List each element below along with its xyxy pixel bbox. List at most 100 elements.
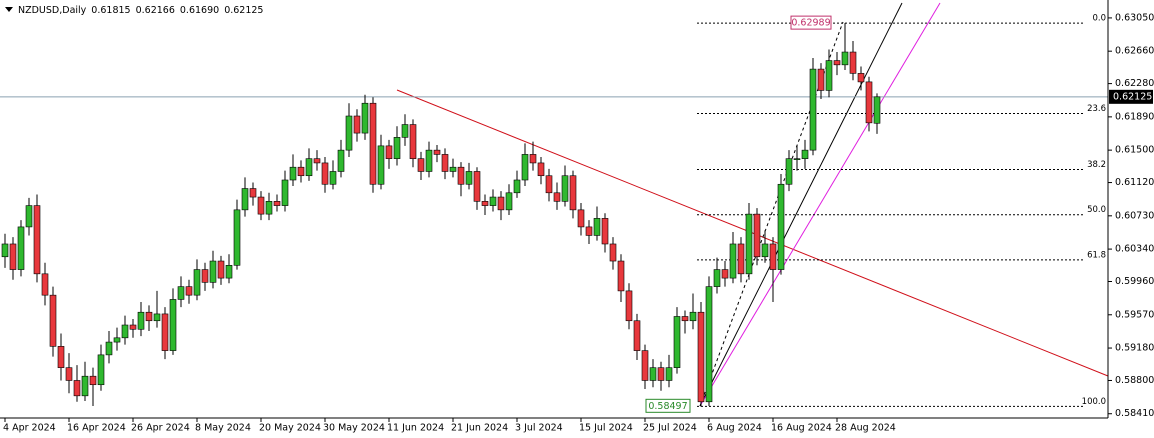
candle-body xyxy=(233,209,241,266)
candle-body xyxy=(177,286,185,300)
x-tick-label: 28 Aug 2024 xyxy=(835,423,896,434)
candle-body xyxy=(625,290,633,322)
candle-body xyxy=(209,260,217,283)
candle-body xyxy=(865,81,873,124)
candle-body xyxy=(713,269,721,287)
candle-body xyxy=(825,60,833,91)
candle-body xyxy=(385,145,393,159)
candle-body xyxy=(57,346,65,368)
candle-body xyxy=(609,243,617,262)
candle-body xyxy=(113,337,121,343)
candle-body xyxy=(753,213,761,258)
candle-body xyxy=(41,273,49,296)
candle-body xyxy=(25,205,33,228)
candle-body xyxy=(817,68,825,91)
candle-body xyxy=(281,179,289,206)
candle-body xyxy=(241,188,249,211)
candle-body xyxy=(153,313,161,322)
candle-body xyxy=(217,260,225,279)
current-price-box xyxy=(1109,89,1153,104)
menu-arrow[interactable] xyxy=(5,7,13,12)
candle-body xyxy=(425,149,433,172)
candle-body xyxy=(729,243,737,279)
candle-body xyxy=(9,243,17,270)
candle-body xyxy=(161,313,169,351)
x-tick-label: 11 Jun 2024 xyxy=(387,423,444,434)
fib-label: 0.0 xyxy=(1092,14,1106,24)
price-box xyxy=(790,15,832,30)
x-tick-label: 16 Aug 2024 xyxy=(771,423,832,434)
x-tick-label: 30 May 2024 xyxy=(323,423,385,434)
candle-body xyxy=(521,154,529,181)
candle-body xyxy=(273,201,281,206)
candle-body xyxy=(361,102,369,134)
candle-body xyxy=(649,367,657,381)
candle-body xyxy=(265,201,273,215)
x-tick-label: 3 Jul 2024 xyxy=(515,423,563,434)
x-tick-label: 21 Jun 2024 xyxy=(451,423,508,434)
y-tick-label: 0.62660 xyxy=(1115,46,1154,57)
trend-line xyxy=(699,2,903,407)
candle-body xyxy=(545,175,553,194)
trend-line xyxy=(699,2,941,407)
candle-body xyxy=(1,243,9,258)
candle-body xyxy=(529,154,537,164)
trend-line xyxy=(396,89,1109,377)
candle-body xyxy=(297,166,305,177)
candle-body xyxy=(481,201,489,206)
candle-body xyxy=(129,324,137,330)
candle-body xyxy=(793,158,801,160)
symbol: NZDUSD,Daily xyxy=(18,5,87,16)
fib-label: 23.6 xyxy=(1087,104,1106,114)
candle-body xyxy=(553,192,561,202)
candle-body xyxy=(681,316,689,322)
candle-body xyxy=(785,158,793,185)
candle-body xyxy=(49,294,57,347)
y-tick-label: 0.58410 xyxy=(1115,408,1154,419)
candle-body xyxy=(777,183,785,270)
candle-body xyxy=(497,196,505,211)
candle-body xyxy=(505,192,513,211)
fib-label: 100.0 xyxy=(1082,397,1106,407)
candle-body xyxy=(137,311,145,330)
candle-body xyxy=(81,375,89,397)
x-tick-label: 8 May 2024 xyxy=(195,423,251,434)
candle-body xyxy=(329,171,337,185)
candle-body xyxy=(73,380,81,397)
fib-label: 61.8 xyxy=(1087,250,1106,260)
candle-body xyxy=(17,226,25,270)
fib-diagonal xyxy=(699,21,844,407)
candle-body xyxy=(601,218,609,245)
candle-body xyxy=(641,350,649,381)
candle-body xyxy=(561,175,569,202)
candle-body xyxy=(489,196,497,206)
header-value: 0.62166 xyxy=(136,5,175,16)
x-tick-label: 26 Apr 2024 xyxy=(131,423,190,434)
header-value: 0.62125 xyxy=(224,5,263,16)
price-box-label: 0.58497 xyxy=(648,401,687,412)
candle-body xyxy=(569,175,577,211)
candle-body xyxy=(665,367,673,381)
y-tick-label: 0.58800 xyxy=(1115,375,1154,386)
candle-body xyxy=(689,311,697,322)
candle-body xyxy=(801,149,809,159)
candle-body xyxy=(337,149,345,172)
candle-body xyxy=(249,188,257,198)
candle-body xyxy=(769,243,777,270)
y-tick-label: 0.60730 xyxy=(1115,210,1154,221)
candle-body xyxy=(353,115,361,134)
x-tick-label: 25 Jul 2024 xyxy=(643,423,697,434)
candle-body xyxy=(97,354,105,386)
candle-body xyxy=(633,320,641,351)
candle-body xyxy=(657,367,665,381)
candle-body xyxy=(577,209,585,228)
candle-body xyxy=(401,124,409,138)
y-tick-label: 0.62280 xyxy=(1115,78,1154,89)
candle-body xyxy=(697,311,705,403)
candle-body xyxy=(193,269,201,296)
candle-body xyxy=(537,162,545,177)
candle-body xyxy=(313,158,321,164)
